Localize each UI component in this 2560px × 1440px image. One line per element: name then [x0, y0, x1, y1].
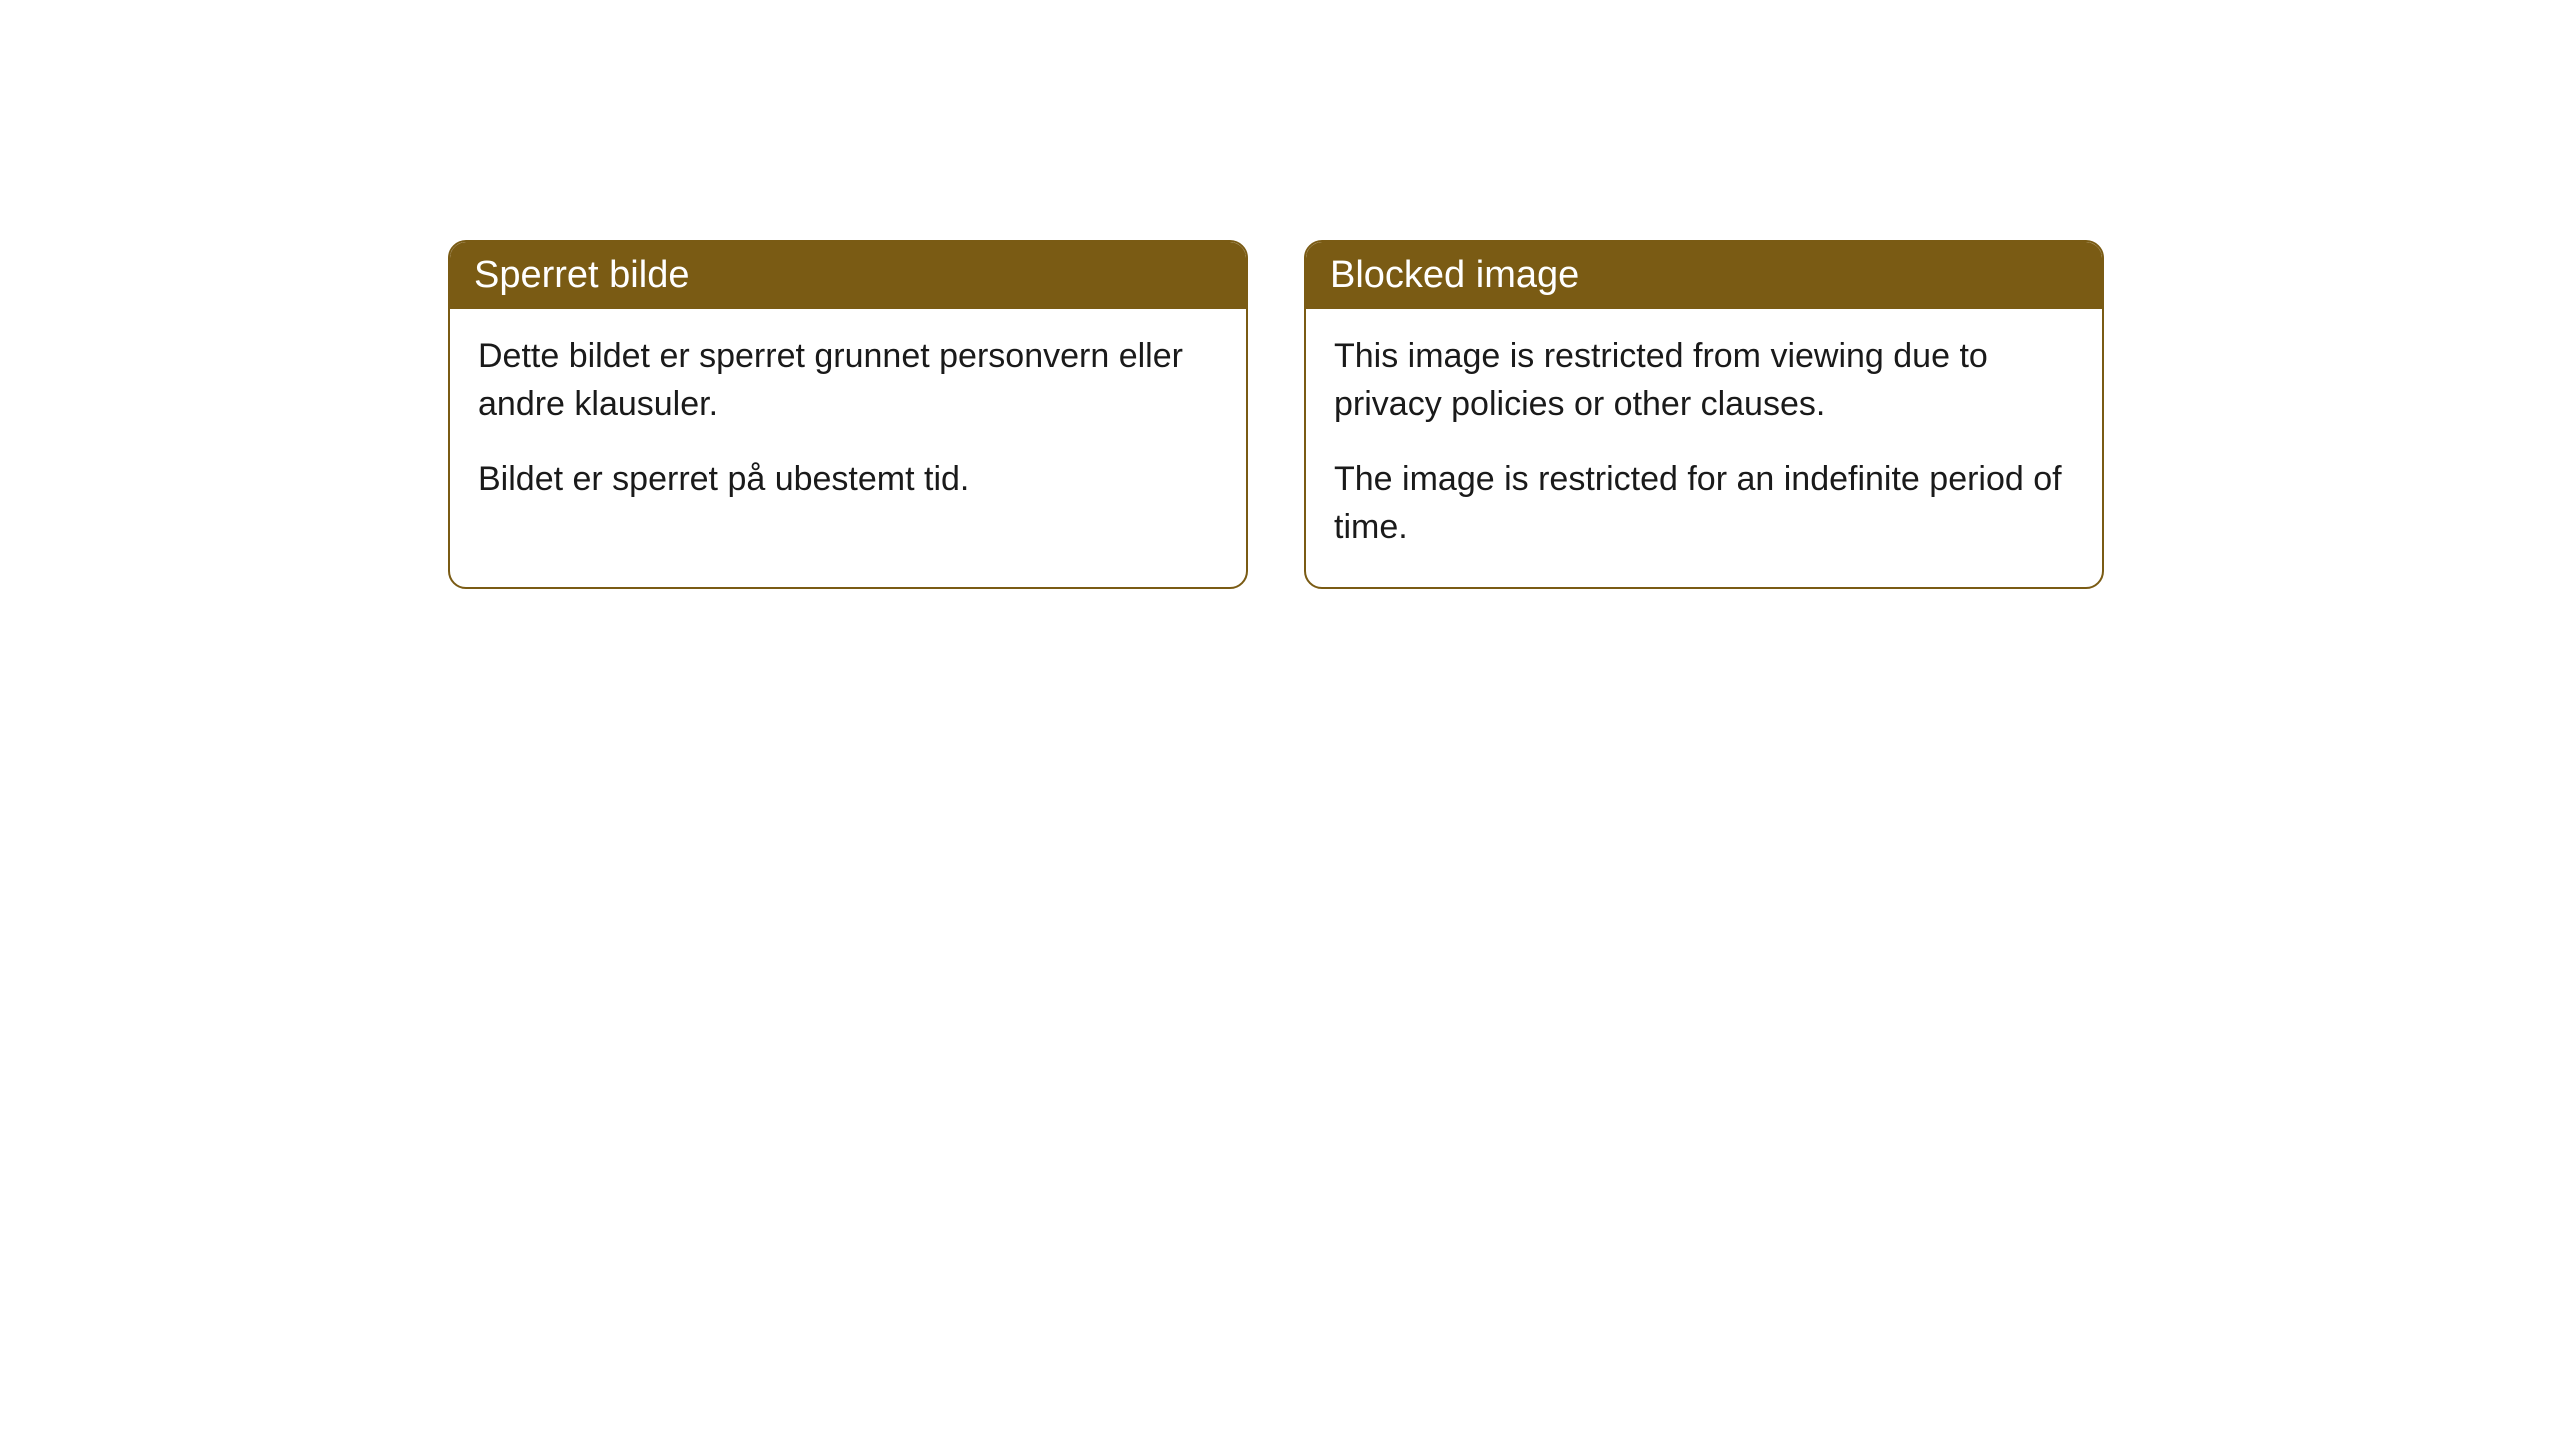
- blocked-image-card-english: Blocked image This image is restricted f…: [1304, 240, 2104, 589]
- card-title-english: Blocked image: [1306, 242, 2102, 309]
- notice-text-english-1: This image is restricted from viewing du…: [1334, 333, 2074, 428]
- blocked-image-card-norwegian: Sperret bilde Dette bildet er sperret gr…: [448, 240, 1248, 589]
- notice-text-english-2: The image is restricted for an indefinit…: [1334, 456, 2074, 551]
- notice-cards-container: Sperret bilde Dette bildet er sperret gr…: [448, 240, 2104, 589]
- card-body-norwegian: Dette bildet er sperret grunnet personve…: [450, 309, 1246, 540]
- card-title-norwegian: Sperret bilde: [450, 242, 1246, 309]
- notice-text-norwegian-1: Dette bildet er sperret grunnet personve…: [478, 333, 1218, 428]
- card-body-english: This image is restricted from viewing du…: [1306, 309, 2102, 587]
- notice-text-norwegian-2: Bildet er sperret på ubestemt tid.: [478, 456, 1218, 504]
